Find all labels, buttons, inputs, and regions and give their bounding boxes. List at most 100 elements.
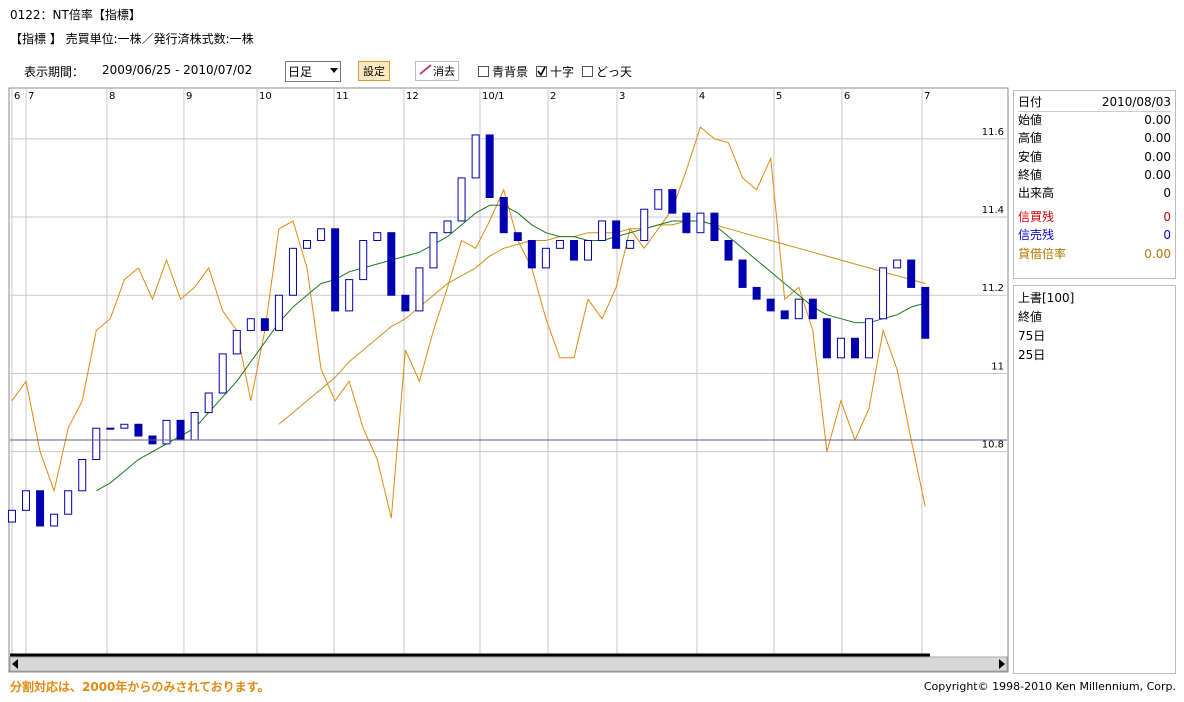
- set-button[interactable]: 設定: [358, 61, 390, 81]
- series-line: [96, 204, 926, 492]
- legend-entry: 終値: [1018, 309, 1171, 326]
- option-label: どっ天: [596, 65, 633, 79]
- candle: [682, 212, 691, 234]
- clear-icon: [419, 64, 432, 75]
- legend-label: 75日: [1018, 329, 1046, 343]
- panel-key: 始値: [1018, 113, 1043, 128]
- options: 青背景 十字 どっ天: [478, 63, 640, 80]
- panel-row: 終値 0.00: [1018, 167, 1171, 184]
- candle: [232, 329, 241, 355]
- candle: [373, 232, 382, 242]
- x-tick-label: 4: [699, 91, 705, 102]
- clear-button[interactable]: 消去: [415, 61, 459, 81]
- candle: [584, 240, 593, 261]
- legend-entry: 上書[100]: [1018, 290, 1171, 307]
- panel-key: 信売残: [1018, 228, 1055, 243]
- scrollbar[interactable]: [9, 656, 1008, 672]
- x-tick-label: 6: [844, 91, 850, 102]
- candle: [766, 298, 775, 312]
- panel-key: 安値: [1018, 149, 1043, 164]
- legend-label: 25日: [1018, 348, 1046, 362]
- y-tick-label: 11.2: [982, 283, 1004, 294]
- candle: [654, 189, 663, 210]
- panel-value: 0.00: [1144, 113, 1171, 128]
- candle: [865, 318, 874, 359]
- x-tick-label: 5: [776, 91, 782, 102]
- candle: [64, 490, 73, 515]
- interval-select[interactable]: 日足: [285, 61, 341, 82]
- panel-key: 出来高: [1018, 186, 1055, 200]
- checkbox[interactable]: [478, 66, 489, 77]
- legend-label: 上書[100]: [1018, 291, 1075, 305]
- panel-row: 出来高 0: [1018, 185, 1171, 202]
- scroll-left[interactable]: [12, 659, 18, 669]
- scroll-right[interactable]: [999, 659, 1005, 669]
- candle: [921, 286, 930, 339]
- candle: [640, 208, 649, 242]
- candle: [527, 240, 536, 269]
- candle: [359, 240, 368, 281]
- checkbox[interactable]: [582, 66, 594, 77]
- candle: [569, 240, 578, 261]
- panel-value: 0: [1163, 210, 1171, 225]
- period-label: 表示期間：: [24, 65, 85, 79]
- panel-row: 貸借倍率 0.00: [1018, 246, 1171, 263]
- candle: [738, 259, 747, 288]
- page-title: 0122：NT倍率【指標】: [10, 8, 141, 22]
- panel-value: 0: [1163, 186, 1171, 200]
- footer-note: 分割対応は、2000年からのみされております。: [10, 680, 270, 694]
- candle: [598, 220, 607, 242]
- candle: [471, 134, 480, 179]
- legend-entry: 75日: [1018, 328, 1171, 345]
- candle: [626, 240, 635, 249]
- candle: [415, 267, 424, 312]
- x-tick-label: 12: [406, 91, 419, 102]
- candle: [850, 337, 859, 359]
- candle: [331, 228, 340, 312]
- candle: [162, 419, 171, 445]
- y-tick-label: 11: [991, 361, 1004, 372]
- checkbox[interactable]: [536, 66, 548, 77]
- period: 2009/06/25 - 2010/07/02: [102, 63, 253, 77]
- y-tick-label: 11.6: [982, 127, 1004, 138]
- panel-value: 0.00: [1144, 131, 1171, 146]
- candle: [246, 318, 255, 331]
- panel-key: 終値: [1018, 167, 1043, 182]
- candle: [457, 177, 466, 222]
- candle: [836, 337, 845, 359]
- candle: [513, 232, 522, 242]
- candle: [443, 220, 452, 234]
- candle: [724, 240, 733, 261]
- option[interactable]: どっ天: [582, 65, 632, 79]
- candle: [696, 212, 705, 234]
- candle: [429, 232, 438, 269]
- candle: [710, 212, 719, 242]
- candle: [190, 412, 199, 441]
- y-tick-label: 10.8: [982, 440, 1004, 451]
- candle: [50, 513, 59, 527]
- candle: [541, 247, 550, 269]
- candle: [485, 134, 494, 198]
- x-tick-label: 9: [186, 91, 192, 102]
- option[interactable]: 十字: [536, 65, 574, 79]
- candle: [780, 310, 789, 320]
- candle: [808, 298, 817, 320]
- candle: [78, 458, 87, 492]
- x-tick-label: 3: [619, 91, 625, 102]
- panel-row: 信買残 0: [1018, 209, 1171, 226]
- candle: [274, 294, 283, 331]
- candle: [134, 423, 143, 437]
- info: 【指標 】 売買単位:一株／発行済株式数:一株: [10, 32, 254, 46]
- candle: [36, 490, 45, 527]
- legend-panel: 上書[100] 終値 75日 25日: [1013, 285, 1176, 674]
- panel-value: 0.00: [1144, 167, 1171, 182]
- option[interactable]: 青背景: [478, 65, 528, 79]
- candle: [218, 353, 227, 394]
- y-tick-label: 11.4: [982, 205, 1004, 216]
- candle: [893, 259, 902, 269]
- panel-row: 高値 0.00: [1018, 130, 1171, 147]
- x-tick-label: 10: [259, 91, 272, 102]
- candle: [794, 298, 803, 320]
- candle: [752, 286, 761, 300]
